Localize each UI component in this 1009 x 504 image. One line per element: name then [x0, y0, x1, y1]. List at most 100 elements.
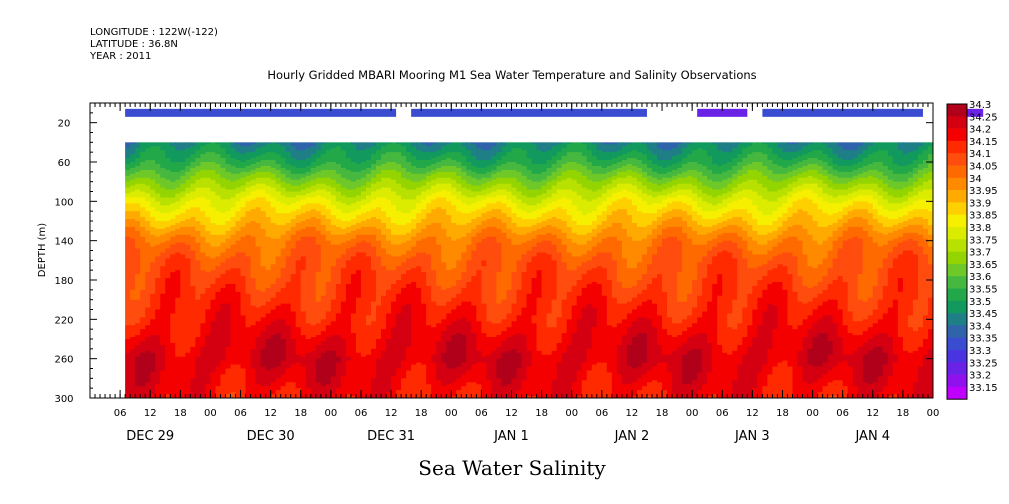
heatmap-cell [235, 163, 242, 167]
heatmap-cell [245, 276, 252, 279]
heatmap-cell [230, 289, 237, 293]
heatmap-cell [160, 388, 166, 391]
heatmap-cell [150, 299, 156, 303]
heatmap-cell [150, 213, 156, 216]
heatmap-cell [195, 274, 201, 277]
heatmap-cell [270, 187, 277, 191]
heatmap-cell [170, 323, 176, 326]
heatmap-cell [180, 165, 186, 169]
heatmap-cell [130, 246, 136, 250]
heatmap-cell [180, 209, 186, 212]
heatmap-cell [135, 370, 141, 373]
heatmap-cell [235, 281, 242, 285]
heatmap-cell [255, 350, 262, 354]
heatmap-cell [190, 309, 196, 312]
heatmap-cell [250, 226, 257, 230]
heatmap-cell [200, 142, 206, 145]
heatmap-cell [200, 344, 206, 348]
heatmap-cell [160, 248, 166, 251]
heatmap-cell [210, 276, 216, 279]
heatmap-cell [200, 266, 206, 269]
heatmap-cell [195, 165, 201, 169]
heatmap-cell [165, 146, 171, 149]
heatmap-cell [250, 305, 257, 309]
heatmap-cell [235, 354, 242, 358]
heatmap-cell [245, 167, 252, 171]
heatmap-cell [140, 195, 146, 198]
heatmap-cell [230, 226, 237, 230]
heatmap-cell [170, 370, 176, 373]
heatmap-cell [215, 303, 221, 307]
heatmap-cell [225, 313, 231, 316]
heatmap-cell [130, 169, 136, 173]
heatmap-cell [190, 219, 196, 222]
heatmap-cell [140, 321, 146, 324]
heatmap-cell [145, 297, 151, 301]
heatmap-cell [235, 197, 242, 200]
heatmap-cell [190, 189, 196, 192]
heatmap-cell [130, 197, 136, 200]
heatmap-cell [210, 154, 216, 157]
heatmap-cell [235, 272, 242, 275]
heatmap-cell [170, 183, 176, 187]
heatmap-cell [175, 207, 181, 210]
heatmap-cell [225, 252, 231, 255]
heatmap-cell [145, 244, 151, 248]
heatmap-cell [160, 226, 166, 230]
heatmap-cell [185, 315, 191, 318]
heatmap-cell [175, 203, 181, 206]
heatmap-cell [230, 396, 237, 398]
heatmap-cell [155, 360, 161, 364]
heatmap-cell [180, 230, 186, 234]
heatmap-cell [195, 264, 201, 267]
heatmap-cell [130, 342, 136, 346]
heatmap-cell [220, 160, 226, 163]
heatmap-cell [265, 158, 272, 161]
heatmap-cell [175, 303, 181, 307]
heatmap-cell [255, 303, 262, 307]
heatmap-cell [150, 376, 156, 379]
heatmap-cell [220, 295, 226, 299]
heatmap-cell [195, 256, 201, 259]
heatmap-cell [140, 152, 146, 155]
heatmap-cell [250, 313, 257, 316]
heatmap-cell [125, 270, 131, 273]
heatmap-cell [125, 254, 131, 257]
heatmap-cell [250, 281, 257, 285]
heatmap-cell [165, 258, 171, 261]
heatmap-cell [155, 242, 161, 246]
heatmap-cell [260, 396, 267, 398]
heatmap-cell [205, 352, 211, 356]
heatmap-cell [215, 152, 221, 155]
heatmap-cell [215, 238, 221, 242]
heatmap-cell [250, 187, 257, 191]
heatmap-cell [265, 289, 272, 293]
heatmap-cell [265, 293, 272, 297]
heatmap-cell [145, 281, 151, 285]
heatmap-cell [140, 354, 146, 358]
heatmap-cell [230, 268, 237, 271]
heatmap-cell [145, 307, 151, 310]
heatmap-cell [155, 287, 161, 291]
heatmap-cell [130, 390, 136, 393]
heatmap-cell [140, 270, 146, 273]
heatmap-cell [140, 285, 146, 289]
heatmap-cell [185, 295, 191, 299]
heatmap-cell [195, 236, 201, 240]
heatmap-cell [170, 272, 176, 275]
heatmap-cell [145, 169, 151, 173]
heatmap-cell [160, 335, 166, 338]
heatmap-cell [135, 246, 141, 250]
heatmap-cell [210, 280, 216, 283]
heatmap-cell [265, 382, 272, 385]
heatmap-cell [250, 213, 257, 216]
heatmap-cell [225, 297, 231, 301]
heatmap-cell [195, 378, 201, 381]
heatmap-cell [160, 315, 166, 318]
heatmap-cell [125, 201, 131, 204]
heatmap-cell [190, 327, 196, 330]
heatmap-cell [170, 392, 176, 395]
heatmap-cell [180, 169, 186, 173]
heatmap-cell [165, 374, 171, 377]
heatmap-cell [185, 340, 191, 344]
